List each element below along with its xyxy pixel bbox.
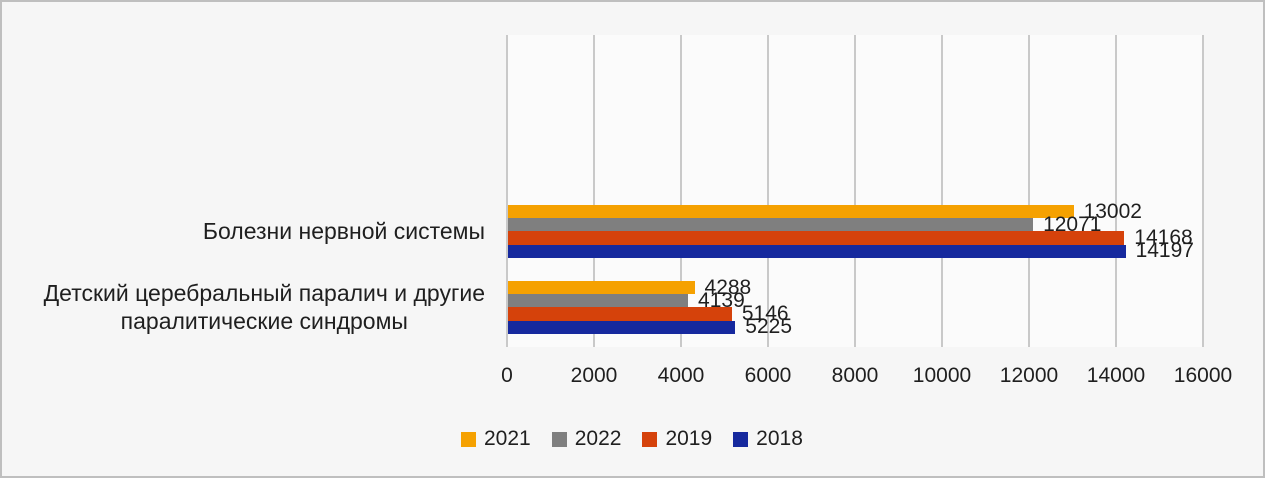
data-label: 14168 — [1134, 226, 1193, 249]
legend-item-2021: 2021 — [461, 428, 531, 450]
legend-label: 2018 — [756, 427, 803, 450]
value-axis: 0 2000 4000 6000 8000 10000 12000 14000 16000 — [501, 363, 1232, 389]
bar-2018-series — [508, 320, 736, 334]
data-label: 5146 — [741, 302, 789, 325]
category-label: Детский церебральный паралич и другие па… — [43, 280, 485, 334]
legend: 2021 2022 2019 2018 — [461, 428, 824, 450]
gridline — [1028, 35, 1030, 347]
legend-swatch-icon — [642, 431, 658, 447]
gridline — [767, 35, 769, 347]
gridline — [941, 35, 943, 347]
gridline — [593, 35, 595, 347]
x-axis-tick-label: 8000 — [831, 364, 879, 387]
bar-2021-series — [508, 205, 1074, 219]
legend-label: 2021 — [484, 427, 531, 450]
bar-2022-series — [508, 218, 1034, 232]
legend-item-2019: 2019 — [642, 428, 712, 450]
bar-2022-series — [508, 294, 689, 308]
bar-2019-series — [508, 307, 732, 321]
x-axis-tick-label: 4000 — [657, 364, 705, 387]
gridline — [1202, 35, 1204, 347]
x-axis-tick-label: 12000 — [999, 364, 1059, 387]
bar-2018-series — [508, 244, 1126, 258]
x-axis-tick-label: 2000 — [570, 364, 618, 387]
x-axis-tick-label: 0 — [501, 364, 513, 387]
data-label: 4139 — [698, 288, 745, 312]
legend-item-2022: 2022 — [551, 427, 622, 450]
data-label: 5225 — [745, 315, 792, 339]
legend-swatch-icon — [551, 431, 567, 447]
data-label: 12071 — [1043, 212, 1102, 236]
bar-2021-series — [508, 281, 695, 295]
gridline — [1115, 35, 1117, 347]
gridline — [680, 35, 682, 347]
legend-label: 2019 — [665, 427, 713, 450]
x-axis-tick-label: 16000 — [1173, 364, 1233, 387]
x-axis-tick-label: 6000 — [744, 364, 792, 387]
data-label: 14197 — [1135, 239, 1194, 263]
data-label: 4288 — [704, 275, 752, 299]
legend-label: 2022 — [574, 427, 622, 450]
bar-2019-series — [508, 231, 1125, 245]
gridline — [854, 35, 856, 347]
x-axis-tick-label: 10000 — [912, 364, 972, 387]
category-label: Болезни нервной системы — [202, 218, 485, 244]
legend-swatch-icon — [733, 431, 749, 447]
data-label: 13002 — [1083, 199, 1142, 223]
legend-swatch-icon — [461, 431, 476, 447]
legend-item-2018: 2018 — [733, 428, 803, 450]
gridline — [506, 35, 508, 347]
x-axis-tick-label: 14000 — [1086, 364, 1146, 387]
plot-area: 13002 12071 14168 14197 4288 4139 5146 5225 — [506, 35, 1204, 347]
